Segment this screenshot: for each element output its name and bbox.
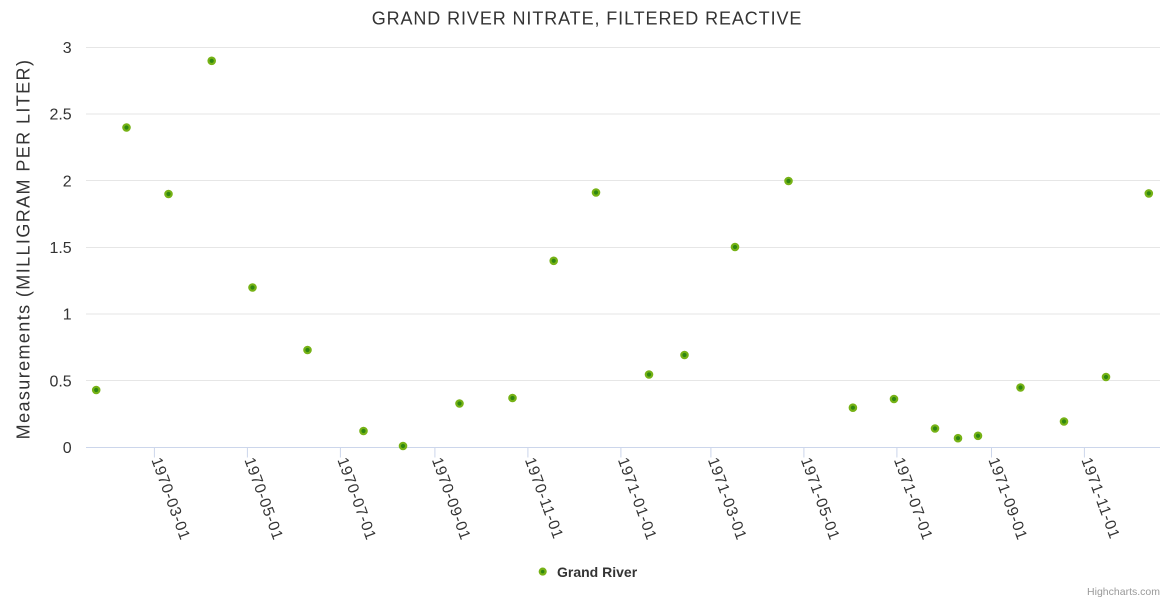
svg-text:3: 3: [63, 40, 72, 57]
svg-text:Highcharts.com: Highcharts.com: [1087, 586, 1160, 598]
svg-text:GRAND RIVER NITRATE, FILTERED: GRAND RIVER NITRATE, FILTERED REACTIVE: [372, 8, 803, 28]
svg-text:Measurements (MILLIGRAM PER LI: Measurements (MILLIGRAM PER LITER): [13, 59, 33, 440]
svg-text:0: 0: [63, 440, 72, 457]
svg-text:2: 2: [63, 173, 72, 190]
svg-text:Grand River: Grand River: [557, 564, 638, 580]
svg-text:1: 1: [63, 307, 72, 324]
svg-text:1.5: 1.5: [49, 240, 71, 257]
svg-text:2.5: 2.5: [49, 107, 71, 124]
svg-text:0.5: 0.5: [49, 373, 71, 390]
